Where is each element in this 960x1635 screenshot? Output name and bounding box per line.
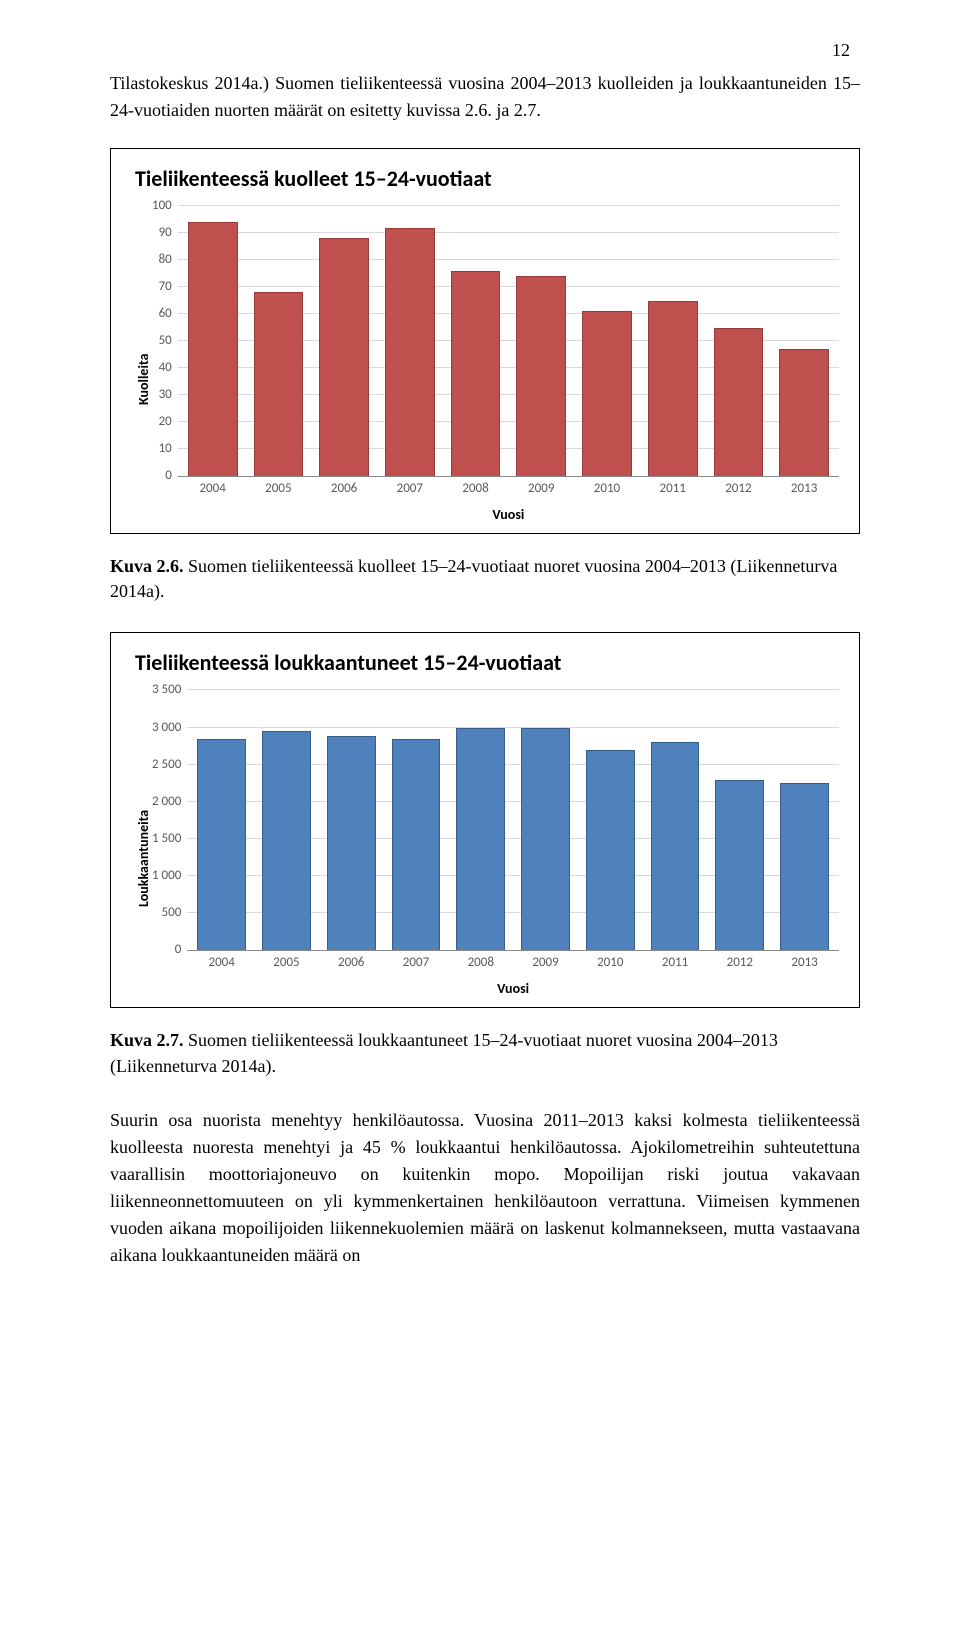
x-tick-label: 2013 (780, 955, 829, 970)
chart2-plot (187, 690, 839, 951)
bar (779, 349, 829, 476)
x-tick-label: 2006 (319, 481, 369, 496)
caption2-text: Suomen tieliikenteessä loukkaantuneet 15… (110, 1030, 778, 1075)
chart1-x-labels: 2004 2005 2006 2007 2008 2009 2010 2011 2012 2013 (178, 481, 839, 496)
x-tick-label: 2005 (254, 481, 304, 496)
x-tick-label: 2008 (451, 481, 501, 496)
bar (254, 292, 304, 476)
bar (197, 739, 246, 951)
chart2-x-labels: 2004 2005 2006 2007 2008 2009 2010 2011 2012 2013 (187, 955, 839, 970)
bar (521, 728, 570, 951)
chart1-plot (178, 206, 839, 477)
bar (586, 750, 635, 951)
x-tick-label: 2009 (521, 955, 570, 970)
bar (262, 731, 311, 950)
caption2-label: Kuva 2.7. (110, 1030, 184, 1050)
bar (188, 222, 238, 476)
intro-paragraph: Tilastokeskus 2014a.) Suomen tieliikente… (110, 70, 860, 124)
x-tick-label: 2006 (327, 955, 376, 970)
bar (392, 739, 441, 951)
bar (651, 742, 700, 950)
chart2-x-axis-title: Vuosi (187, 980, 839, 997)
x-tick-label: 2010 (586, 955, 635, 970)
x-tick-label: 2012 (714, 481, 764, 496)
bar (516, 276, 566, 476)
bar (714, 328, 764, 477)
x-tick-label: 2007 (385, 481, 435, 496)
caption-2: Kuva 2.7. Suomen tieliikenteessä loukkaa… (110, 1028, 860, 1078)
chart1-y-ticks: 1009080706050403020100 (152, 206, 178, 476)
x-tick-label: 2013 (779, 481, 829, 496)
x-tick-label: 2007 (392, 955, 441, 970)
page-number: 12 (832, 40, 850, 61)
bar (451, 271, 501, 476)
bar (582, 311, 632, 476)
x-tick-label: 2004 (197, 955, 246, 970)
chart1-title: Tieliikenteessä kuolleet 15–24-vuotiaat (135, 165, 839, 192)
bar (385, 228, 435, 476)
bar (319, 238, 369, 476)
x-tick-label: 2012 (715, 955, 764, 970)
bar (456, 728, 505, 951)
x-tick-label: 2004 (188, 481, 238, 496)
x-tick-label: 2010 (582, 481, 632, 496)
caption1-label: Kuva 2.6. (110, 556, 184, 576)
chart2-title: Tieliikenteessä loukkaantuneet 15–24-vuo… (135, 649, 839, 676)
x-tick-label: 2009 (516, 481, 566, 496)
chart2-y-axis-title: Loukkaantuneita (131, 690, 152, 997)
caption1-text: Suomen tieliikenteessä kuolleet 15–24-vu… (110, 556, 837, 601)
x-tick-label: 2011 (651, 955, 700, 970)
x-tick-label: 2011 (648, 481, 698, 496)
body-paragraph: Suurin osa nuorista menehtyy henkilöauto… (110, 1107, 860, 1269)
bar (715, 780, 764, 951)
bar (648, 301, 698, 477)
chart2-y-ticks: 3 5003 0002 5002 0001 5001 0005000 (152, 690, 187, 950)
bar (327, 736, 376, 950)
chart-deaths: Tieliikenteessä kuolleet 15–24-vuotiaat … (110, 148, 860, 534)
x-tick-label: 2008 (456, 955, 505, 970)
chart-injured: Tieliikenteessä loukkaantuneet 15–24-vuo… (110, 632, 860, 1008)
bar (780, 783, 829, 950)
caption-1: Kuva 2.6. Suomen tieliikenteessä kuollee… (110, 554, 860, 604)
x-tick-label: 2005 (262, 955, 311, 970)
chart1-x-axis-title: Vuosi (178, 506, 839, 523)
chart1-y-axis-title: Kuolleita (131, 206, 152, 523)
